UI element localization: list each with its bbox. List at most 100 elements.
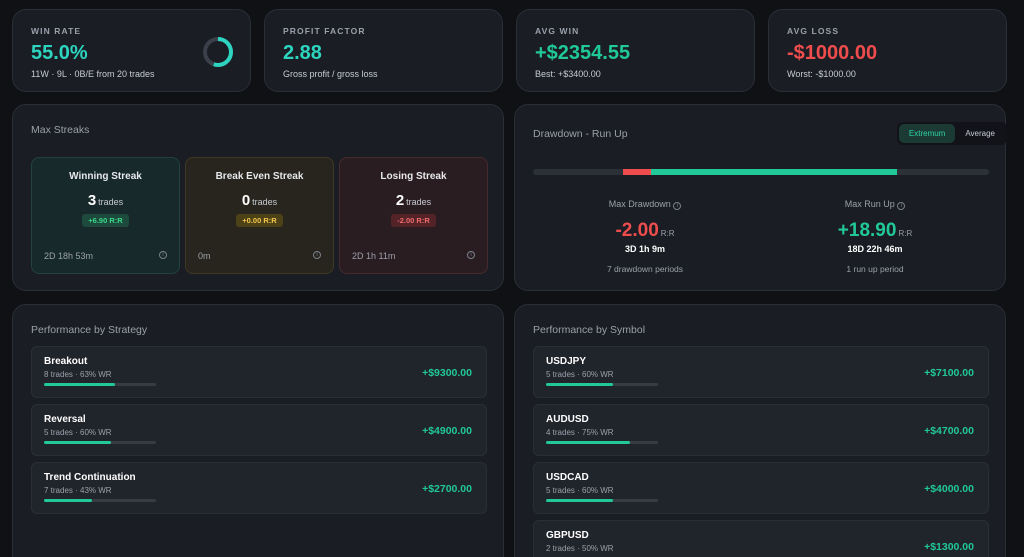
win-rate-bar-fill	[546, 383, 614, 386]
symbol-meta: 5 trades · 60% WR	[546, 486, 614, 495]
max-runup-periods: 1 run up period	[846, 264, 904, 274]
break-even-streak-unit: trades	[252, 197, 278, 207]
strategy-pnl: +$4900.00	[422, 425, 472, 437]
info-icon[interactable]: i	[467, 251, 475, 259]
strategy-meta: 7 trades · 43% WR	[44, 486, 112, 495]
win-rate-bar	[44, 441, 156, 444]
max-drawdown-metric: Max Drawdown i -2.00 R:R 3D 1h 9m 7 drawd…	[555, 199, 735, 274]
symbol-name: USDCAD	[546, 472, 589, 483]
max-streaks-title: Max Streaks	[31, 124, 90, 136]
info-icon[interactable]: i	[159, 251, 167, 259]
runup-segment	[651, 169, 897, 175]
winning-streak-unit: trades	[98, 197, 124, 207]
strategy-pnl: +$9300.00	[422, 367, 472, 379]
losing-streak-count: 2	[395, 192, 405, 209]
profit-factor-value: 2.88	[283, 42, 322, 64]
strategy-name: Breakout	[44, 356, 88, 367]
list-item[interactable]: Breakout 8 trades · 63% WR +$9300.00	[31, 346, 487, 398]
win-rate-bar	[546, 441, 658, 444]
symbol-pnl: +$7100.00	[924, 367, 974, 379]
avg-win-value: +$2354.55	[535, 42, 631, 64]
symbol-meta: 4 trades · 75% WR	[546, 428, 614, 437]
break-even-streak-title: Break Even Streak	[215, 171, 304, 182]
losing-streak-box: Losing Streak 2 trades -2.00 R:R 2D 1h 11…	[339, 157, 488, 274]
losing-streak-unit: trades	[406, 197, 432, 207]
drawdown-segment	[623, 169, 651, 175]
win-rate-bar-fill	[44, 499, 93, 502]
win-rate-bar-fill	[44, 383, 115, 386]
list-item[interactable]: Reversal 5 trades · 60% WR +$4900.00	[31, 404, 487, 456]
avg-loss-value: -$1000.00	[787, 42, 878, 64]
avg-win-label: AVG WIN	[535, 26, 580, 36]
win-rate-bar	[546, 499, 658, 502]
win-rate-bar-fill	[44, 441, 112, 444]
symbol-name: USDJPY	[546, 356, 587, 367]
losing-streak-title: Losing Streak	[380, 171, 447, 182]
win-rate-card: WIN RATE 55.0% 11W · 9L · 0B/E from 20 t…	[12, 9, 251, 92]
win-rate-bar	[44, 499, 156, 502]
max-drawdown-value: -2.00	[615, 220, 659, 241]
break-even-streak-duration: 0m	[198, 251, 211, 261]
profit-factor-label: PROFIT FACTOR	[283, 26, 366, 36]
break-even-streak-rr: +0.00 R:R	[236, 214, 283, 227]
avg-loss-card: AVG LOSS -$1000.00 Worst: -$1000.00	[768, 9, 1007, 92]
win-rate-bar-fill	[546, 441, 630, 444]
win-rate-label: WIN RATE	[31, 26, 82, 36]
winning-streak-rr: +6.90 R:R	[82, 214, 129, 227]
win-rate-ring	[203, 37, 233, 67]
strategy-pnl: +$2700.00	[422, 483, 472, 495]
max-runup-unit: R:R	[898, 229, 913, 238]
winning-streak-count: 3	[87, 192, 97, 209]
losing-streak-rr: -2.00 R:R	[391, 214, 436, 227]
strategy-meta: 8 trades · 63% WR	[44, 370, 112, 379]
avg-loss-sub: Worst: -$1000.00	[787, 69, 856, 79]
profit-factor-sub: Gross profit / gross loss	[283, 69, 378, 79]
symbol-name: AUDUSD	[546, 414, 589, 425]
avg-win-sub: Best: +$3400.00	[535, 69, 601, 79]
info-icon[interactable]: i	[673, 202, 682, 210]
drawdown-title: Drawdown - Run Up	[533, 128, 628, 140]
drawdown-mode-toggle: Extremum Average	[896, 122, 1007, 145]
list-item[interactable]: Trend Continuation 7 trades · 43% WR +$2…	[31, 462, 487, 514]
losing-streak-duration: 2D 1h 11m	[352, 251, 396, 261]
win-rate-sub: 11W · 9L · 0B/E from 20 trades	[31, 69, 155, 79]
max-runup-label: Max Run Up	[844, 199, 895, 209]
strategy-name: Reversal	[44, 414, 86, 425]
max-drawdown-unit: R:R	[660, 229, 675, 238]
avg-loss-label: AVG LOSS	[787, 26, 840, 36]
info-icon[interactable]: i	[313, 251, 321, 259]
winning-streak-box: Winning Streak 3 trades +6.90 R:R 2D 18h …	[31, 157, 180, 274]
symbol-meta: 5 trades · 60% WR	[546, 370, 614, 379]
max-drawdown-duration: 3D 1h 9m	[624, 244, 666, 254]
symbol-name: GBPUSD	[546, 530, 589, 541]
list-item[interactable]: GBPUSD 2 trades · 50% WR +$1300.00	[533, 520, 989, 557]
profit-factor-card: PROFIT FACTOR 2.88 Gross profit / gross …	[264, 9, 503, 92]
avg-win-card: AVG WIN +$2354.55 Best: +$3400.00	[516, 9, 755, 92]
list-item[interactable]: USDCAD 5 trades · 60% WR +$4000.00	[533, 462, 989, 514]
symbol-pnl: +$4700.00	[924, 425, 974, 437]
toggle-extremum[interactable]: Extremum	[898, 124, 956, 143]
toggle-average[interactable]: Average	[965, 129, 995, 138]
winning-streak-duration: 2D 18h 53m	[44, 251, 94, 261]
win-rate-bar	[44, 383, 156, 386]
strategy-performance-title: Performance by Strategy	[31, 324, 148, 336]
symbol-meta: 2 trades · 50% WR	[546, 544, 614, 553]
max-drawdown-periods: 7 drawdown periods	[606, 264, 684, 274]
win-rate-bar-fill	[546, 499, 614, 502]
symbol-pnl: +$4000.00	[924, 483, 974, 495]
break-even-streak-count: 0	[241, 192, 251, 209]
strategy-name: Trend Continuation	[44, 472, 136, 483]
info-icon[interactable]: i	[897, 202, 906, 210]
max-runup-duration: 18D 22h 46m	[847, 244, 903, 254]
symbol-performance-title: Performance by Symbol	[533, 324, 646, 336]
symbol-pnl: +$1300.00	[924, 541, 974, 553]
break-even-streak-box: Break Even Streak 0 trades +0.00 R:R 0m i	[185, 157, 334, 274]
list-item[interactable]: USDJPY 5 trades · 60% WR +$7100.00	[533, 346, 989, 398]
max-runup-metric: Max Run Up i +18.90 R:R 18D 22h 46m 1 run…	[785, 199, 965, 274]
list-item[interactable]: AUDUSD 4 trades · 75% WR +$4700.00	[533, 404, 989, 456]
win-rate-value: 55.0%	[31, 42, 88, 64]
win-rate-bar	[546, 383, 658, 386]
max-runup-value: +18.90	[837, 220, 897, 241]
strategy-meta: 5 trades · 60% WR	[44, 428, 112, 437]
max-drawdown-label: Max Drawdown	[608, 199, 671, 209]
